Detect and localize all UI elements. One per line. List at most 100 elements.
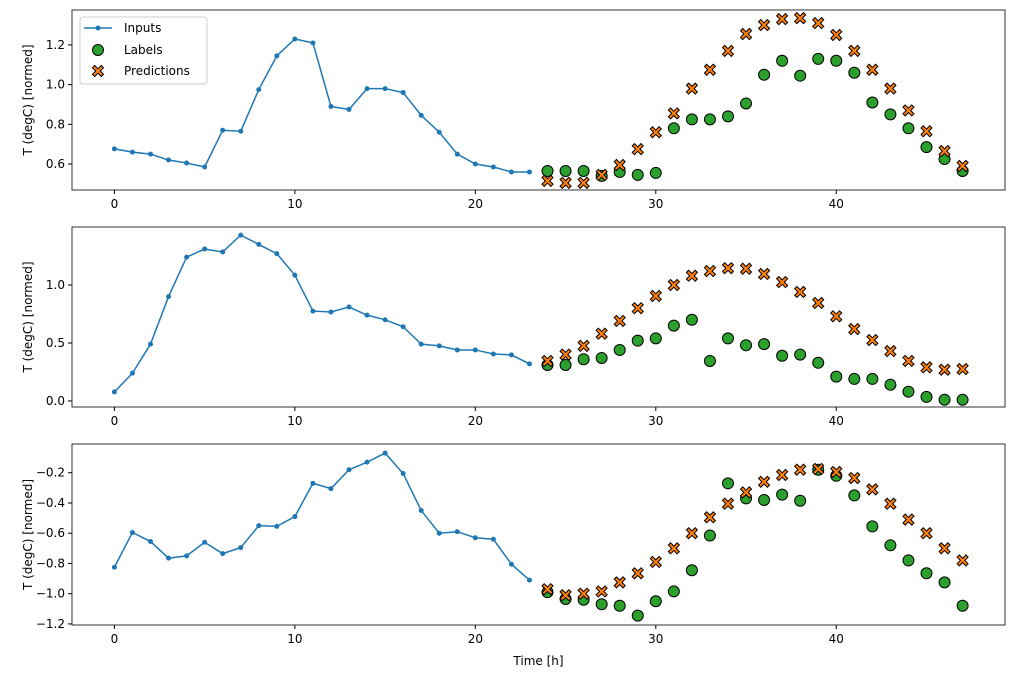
input-point <box>202 164 208 170</box>
prediction-point <box>848 471 861 485</box>
prediction-point <box>920 361 933 374</box>
x-tick-label: 30 <box>648 632 663 646</box>
prediction-point <box>667 278 681 292</box>
prediction-point <box>938 363 951 376</box>
x-tick-label: 0 <box>111 197 119 211</box>
prediction-point <box>884 497 897 510</box>
label-point <box>794 348 807 361</box>
prediction-point <box>902 513 915 526</box>
label-point <box>703 529 716 542</box>
input-point <box>328 103 334 109</box>
label-point <box>631 334 644 347</box>
label-point <box>721 332 734 345</box>
prediction-point <box>812 16 825 30</box>
label-point <box>866 372 879 385</box>
prediction-point <box>866 333 879 347</box>
label-point <box>920 567 933 580</box>
label-point <box>685 564 698 577</box>
input-point <box>328 309 334 315</box>
prediction-point <box>667 542 681 555</box>
x-tick-label: 40 <box>829 414 844 428</box>
input-point <box>129 529 135 535</box>
prediction-point <box>920 527 933 540</box>
prediction-point <box>956 362 969 376</box>
x-tick-label: 0 <box>111 632 119 646</box>
input-point <box>220 249 226 255</box>
input-point <box>508 561 514 567</box>
label-point <box>776 349 789 362</box>
axes-frame <box>71 443 1006 626</box>
label-point <box>848 66 861 79</box>
input-point <box>238 545 244 551</box>
input-point <box>328 486 334 492</box>
prediction-point <box>848 322 861 336</box>
prediction-point <box>685 527 699 540</box>
prediction-point <box>739 262 753 275</box>
label-point <box>938 393 951 406</box>
input-point <box>148 151 154 157</box>
input-point <box>436 129 442 135</box>
prediction-point <box>541 174 554 188</box>
input-point <box>508 169 514 175</box>
label-point <box>884 539 897 552</box>
prediction-point <box>559 176 572 190</box>
label-point <box>740 339 753 352</box>
legend-labels-marker <box>92 44 104 56</box>
prediction-point <box>631 142 644 156</box>
prediction-point <box>775 468 789 482</box>
input-point <box>220 551 226 557</box>
y-axis-label: T (degC) [normed] <box>21 44 35 156</box>
prediction-point <box>595 327 608 340</box>
label-point <box>830 370 843 383</box>
label-point <box>740 97 753 110</box>
prediction-point <box>541 354 554 368</box>
x-tick-label: 10 <box>287 632 302 646</box>
prediction-point <box>884 82 897 95</box>
input-point <box>292 36 298 42</box>
input-point <box>346 304 352 310</box>
input-point <box>148 539 154 545</box>
input-point <box>166 294 172 300</box>
input-point <box>111 389 117 395</box>
input-point <box>184 160 190 166</box>
input-point <box>400 90 406 96</box>
input-point <box>256 87 262 93</box>
input-point <box>256 523 262 529</box>
label-point <box>938 576 951 589</box>
prediction-point <box>866 483 879 496</box>
y-tick-label: 1.2 <box>46 38 65 52</box>
prediction-point <box>739 486 753 499</box>
prediction-point <box>613 576 626 589</box>
x-tick-label: 20 <box>468 632 483 646</box>
input-point <box>418 112 424 118</box>
label-point <box>848 489 861 502</box>
legend-label: Inputs <box>124 21 161 35</box>
x-tick-label: 30 <box>648 414 663 428</box>
input-point <box>490 351 496 357</box>
y-axis-label: T (degC) [normed] <box>21 479 35 591</box>
prediction-point <box>812 296 825 310</box>
y-tick-label: −0.8 <box>36 556 65 570</box>
input-point <box>382 317 388 323</box>
input-point <box>238 128 244 134</box>
input-point <box>166 157 172 163</box>
label-point <box>667 319 680 332</box>
input-point <box>382 86 388 92</box>
label-point <box>721 110 734 123</box>
input-point <box>454 529 460 535</box>
prediction-point <box>902 104 915 117</box>
input-point <box>418 508 424 514</box>
label-point <box>703 354 716 367</box>
label-point <box>649 332 662 345</box>
x-tick-label: 40 <box>829 632 844 646</box>
input-point <box>256 241 262 247</box>
x-axis-label: Time [h] <box>512 654 563 668</box>
label-point <box>649 595 662 608</box>
x-tick-label: 10 <box>287 414 302 428</box>
input-point <box>310 40 316 46</box>
prediction-point <box>649 555 663 569</box>
prediction-point <box>577 339 590 353</box>
input-point <box>220 127 226 133</box>
